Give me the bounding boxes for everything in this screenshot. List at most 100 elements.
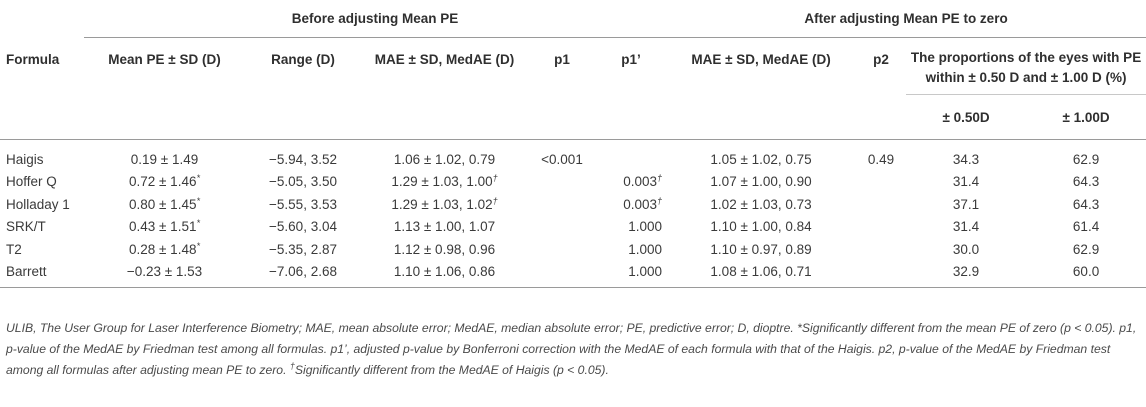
cell-range: −5.05, 3.50 [245, 171, 361, 194]
cell-mae-after: 1.10 ± 1.00, 0.84 [666, 216, 856, 239]
significance-marker: * [196, 218, 200, 229]
cell-p1-prime: 0.003† [596, 193, 666, 216]
cell-mean-pe-value: −0.23 ± 1.53 [126, 264, 203, 280]
cell-within-100: 61.4 [1026, 216, 1146, 239]
cell-mae-after: 1.10 ± 0.97, 0.89 [666, 238, 856, 261]
cell-p1-prime: 1.000 [596, 260, 667, 288]
cell-range: −5.94, 3.52 [245, 140, 361, 171]
significance-marker: * [196, 195, 200, 206]
cell-within-050-value: 31.4 [952, 174, 980, 190]
cell-mae-before-value: 1.12 ± 0.98, 0.96 [393, 241, 496, 257]
cell-formula: SRK/T [0, 216, 84, 239]
cell-within-100: 64.3 [1026, 193, 1146, 216]
cell-formula: Barrett [0, 260, 84, 288]
cell-within-100-value: 62.9 [1072, 241, 1100, 257]
cell-mae-before-value: 1.10 ± 1.06, 0.86 [393, 264, 496, 280]
cell-within-050: 30.0 [906, 238, 1026, 261]
cell-within-100-value: 61.4 [1072, 219, 1100, 235]
cell-mean-pe: 0.80 ± 1.45* [84, 193, 245, 216]
cell-p1-prime: 1.000 [596, 238, 666, 261]
group-after-header: After adjusting Mean PE to zero [666, 0, 1146, 38]
results-table: Before adjusting Mean PE After adjusting… [0, 0, 1146, 288]
cell-p1-prime-value: 0.003 [623, 196, 658, 212]
subheader-spacer [0, 94, 907, 140]
cell-mae-before: 1.13 ± 1.00, 1.07 [361, 216, 528, 239]
cell-within-100-value: 60.0 [1072, 264, 1100, 280]
cell-mean-pe-value: 0.80 ± 1.45 [129, 196, 197, 212]
cell-within-050: 31.4 [906, 171, 1026, 194]
table-row: Haigis 0.19 ± 1.49 −5.94, 3.52 1.06 ± 1.02,… [0, 140, 1146, 171]
column-header-row: Formula Mean PE ± SD (D) Range (D) MAE ±… [0, 37, 1146, 95]
cell-within-100-value: 64.3 [1072, 174, 1100, 190]
header-mae-before: MAE ± SD, MedAE (D) [374, 52, 515, 67]
significance-marker: † [657, 173, 663, 184]
cell-formula-value: SRK/T [6, 219, 46, 235]
significance-marker: † [657, 195, 663, 206]
cell-p1 [528, 193, 596, 216]
cell-mae-after: 1.05 ± 1.02, 0.75 [666, 140, 856, 171]
cell-within-050: 34.3 [906, 140, 1026, 171]
cell-mae-after-value: 1.10 ± 0.97, 0.89 [710, 241, 812, 257]
cell-p2 [856, 193, 906, 216]
group-before-header: Before adjusting Mean PE [84, 0, 667, 38]
cell-p1-prime-value: 1.000 [628, 264, 663, 280]
cell-mae-before: 1.12 ± 0.98, 0.96 [361, 238, 528, 261]
cell-range-value: −5.05, 3.50 [269, 174, 337, 190]
cell-mean-pe-value: 0.19 ± 1.49 [130, 151, 199, 167]
subheader-row: ± 0.50D ± 1.00D [0, 94, 1146, 140]
cell-formula-value: Barrett [6, 264, 47, 280]
table-body: Haigis 0.19 ± 1.49 −5.94, 3.52 1.06 ± 1.02,… [0, 140, 1146, 288]
cell-mean-pe: 0.43 ± 1.51* [84, 216, 245, 239]
header-p1: p1 [554, 52, 570, 67]
cell-p2 [856, 171, 906, 194]
cell-within-050-value: 31.4 [952, 219, 980, 235]
cell-p2 [856, 216, 906, 239]
significance-marker: * [196, 173, 200, 184]
cell-mae-before: 1.29 ± 1.03, 1.02† [361, 193, 528, 216]
cell-within-100-value: 62.9 [1072, 151, 1100, 167]
cell-range-value: −5.55, 3.53 [269, 196, 337, 212]
cell-p1-prime-value: 0.003 [623, 174, 658, 190]
cell-mae-before-value: 1.29 ± 1.03, 1.02 [391, 196, 493, 212]
cell-range-value: −5.94, 3.52 [269, 151, 337, 167]
footnote-main: ULIB, The User Group for Laser Interfere… [6, 321, 1137, 377]
table-row: Holladay 1 0.80 ± 1.45* −5.55, 3.53 1.29 ± … [0, 193, 1146, 216]
cell-mean-pe-value: 0.28 ± 1.48 [129, 241, 197, 257]
cell-mae-before: 1.06 ± 1.02, 0.79 [361, 140, 528, 171]
cell-mae-before-value: 1.29 ± 1.03, 1.00 [391, 174, 493, 190]
cell-mae-after-value: 1.05 ± 1.02, 0.75 [710, 151, 812, 167]
cell-mae-before-value: 1.13 ± 1.00, 1.07 [393, 219, 496, 235]
cell-mean-pe: 0.72 ± 1.46* [84, 171, 245, 194]
significance-marker: † [492, 195, 498, 206]
cell-within-050-value: 30.0 [952, 241, 980, 257]
table-row: Hoffer Q 0.72 ± 1.46* −5.05, 3.50 1.29 ± 1.… [0, 171, 1146, 194]
cell-p1: <0.001 [528, 140, 596, 171]
group-header-row: Before adjusting Mean PE After adjusting… [0, 0, 1146, 38]
cell-formula-value: Haigis [6, 151, 44, 167]
cell-range-value: −5.60, 3.04 [269, 219, 337, 235]
header-mae-after: MAE ± SD, MedAE (D) [691, 52, 831, 67]
cell-mae-after-value: 1.08 ± 1.06, 0.71 [710, 264, 812, 280]
cell-p2-value: 0.49 [867, 151, 895, 167]
header-formula: Formula [6, 51, 60, 67]
cell-formula: Haigis [0, 140, 84, 171]
cell-mae-before: 1.10 ± 1.06, 0.86 [361, 260, 528, 288]
cell-p1-prime-value: 1.000 [628, 219, 663, 235]
cell-within-050: 31.4 [906, 216, 1026, 239]
header-p2: p2 [873, 52, 889, 67]
cell-range-value: −5.35, 2.87 [269, 241, 337, 257]
cell-within-050-value: 34.3 [952, 151, 980, 167]
cell-within-100: 60.0 [1026, 260, 1146, 288]
cell-p1 [528, 171, 596, 194]
cell-p1 [528, 260, 596, 288]
cell-mae-after-value: 1.10 ± 1.00, 0.84 [710, 219, 812, 235]
cell-p1-prime: 1.000 [596, 216, 666, 239]
cell-range-value: −7.06, 2.68 [269, 264, 337, 280]
cell-within-100: 62.9 [1026, 140, 1146, 171]
significance-marker: † [492, 173, 498, 184]
cell-mean-pe: −0.23 ± 1.53 [84, 260, 245, 288]
cell-p1-value: <0.001 [541, 151, 583, 167]
cell-p2: 0.49 [856, 140, 906, 171]
header-mean-pe: Mean PE ± SD (D) [108, 52, 221, 67]
cell-p1 [528, 238, 596, 261]
